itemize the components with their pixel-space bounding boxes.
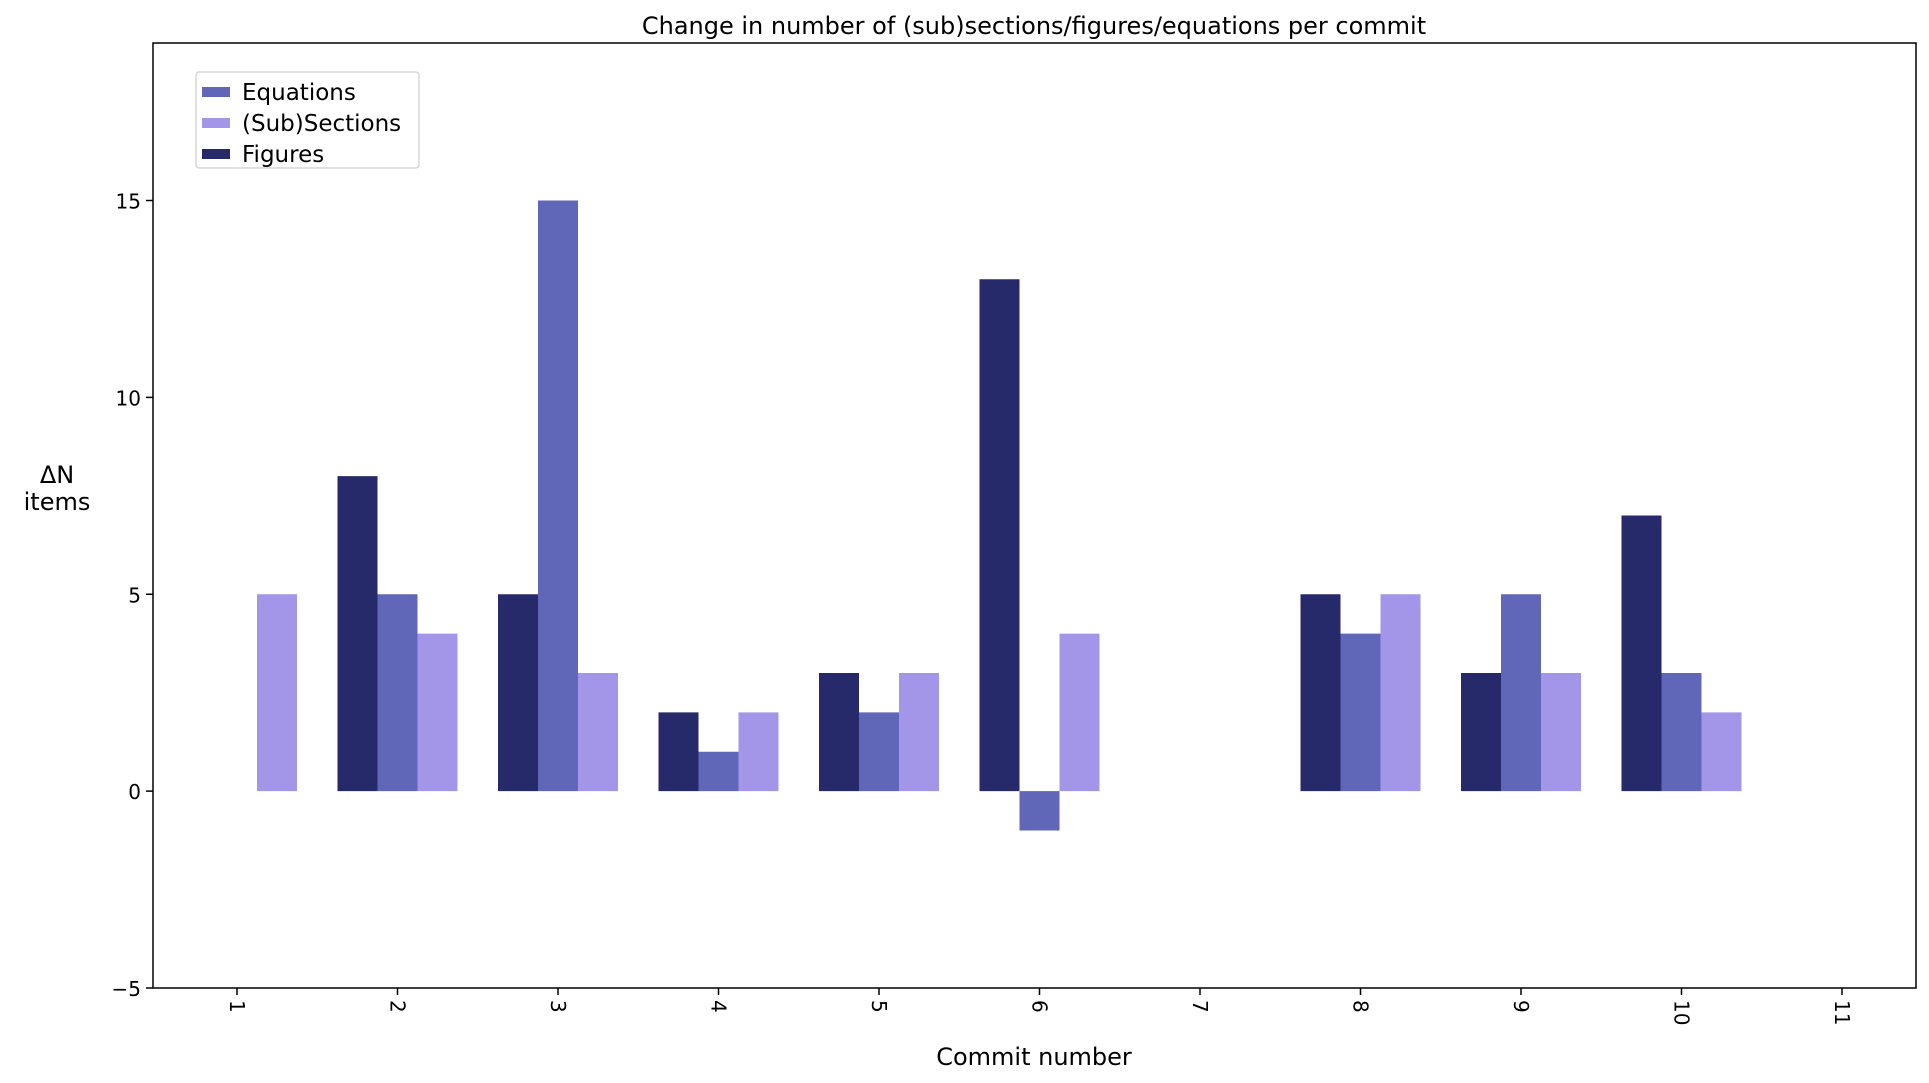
bar-equations-commit-8 <box>1340 633 1381 792</box>
bar-equations-commit-9 <box>1501 594 1541 792</box>
bar-equations-commit-10 <box>1661 673 1702 792</box>
y-tick-label: 15 <box>116 190 141 214</box>
bar-sub-sections-commit-10 <box>1701 712 1742 792</box>
y-axis-label-line-2: items <box>24 488 91 516</box>
bar-equations-commit-5 <box>859 712 899 792</box>
x-tick-label: 6 <box>1028 1000 1052 1013</box>
bar-figures-commit-8 <box>1300 594 1341 792</box>
bar-figures-commit-5 <box>819 673 859 792</box>
x-tick-label: 11 <box>1830 1000 1854 1025</box>
bar-figures-commit-9 <box>1461 673 1501 792</box>
legend-label: (Sub)Sections <box>242 111 401 137</box>
bar-equations-commit-4 <box>698 751 739 792</box>
x-tick-label: 2 <box>386 1000 410 1013</box>
bar-equations-commit-2 <box>377 594 418 792</box>
x-tick-label: 7 <box>1188 1000 1212 1013</box>
legend-swatch <box>202 149 230 159</box>
x-axis-label: Commit number <box>936 1043 1132 1071</box>
bar-figures-commit-10 <box>1621 515 1662 792</box>
bar-sub-sections-commit-1 <box>257 594 297 792</box>
legend: Equations (Sub)Sections Figures <box>195 71 420 169</box>
bar-sub-sections-commit-2 <box>417 633 458 792</box>
legend-label: Figures <box>242 142 324 168</box>
x-tick-label: 5 <box>867 1000 891 1013</box>
x-tick-label: 3 <box>546 1000 570 1013</box>
legend-swatch <box>202 87 230 97</box>
bar-figures-commit-2 <box>337 476 378 792</box>
bar-figures-commit-6 <box>979 279 1020 792</box>
bar-equations-commit-6 <box>1019 791 1060 831</box>
plot-frame <box>152 42 1917 989</box>
bar-figures-commit-3 <box>498 594 538 792</box>
bar-sub-sections-commit-3 <box>578 673 618 792</box>
y-tick-label: −5 <box>112 977 141 1001</box>
legend-box <box>195 71 420 169</box>
y-tick-label: 0 <box>128 780 141 804</box>
chart-title: Change in number of (sub)sections/figure… <box>642 12 1426 40</box>
bar-sub-sections-commit-4 <box>738 712 779 792</box>
legend-label: Equations <box>242 80 356 106</box>
bar-sub-sections-commit-6 <box>1059 633 1100 792</box>
bar-figures-commit-4 <box>658 712 699 792</box>
y-axis-label-line-1: ΔN <box>40 461 74 489</box>
legend-swatch <box>202 118 230 128</box>
x-tick-label: 8 <box>1349 1000 1373 1013</box>
x-tick-label: 4 <box>707 1000 731 1013</box>
y-axis: −5 0 5 10 15 <box>112 190 153 1001</box>
bar-sub-sections-commit-9 <box>1541 673 1581 792</box>
x-axis: 1 2 3 4 5 6 7 8 9 10 11 <box>225 988 1854 1025</box>
bar-sub-sections-commit-5 <box>899 673 939 792</box>
x-tick-label: 1 <box>225 1000 249 1013</box>
y-tick-label: 10 <box>116 386 141 410</box>
x-tick-label: 10 <box>1670 1000 1694 1025</box>
bar-equations-commit-3 <box>538 200 578 792</box>
x-tick-label: 9 <box>1509 1000 1533 1013</box>
bars-layer <box>257 200 1742 831</box>
y-tick-label: 5 <box>128 583 141 607</box>
bar-sub-sections-commit-8 <box>1380 594 1421 792</box>
